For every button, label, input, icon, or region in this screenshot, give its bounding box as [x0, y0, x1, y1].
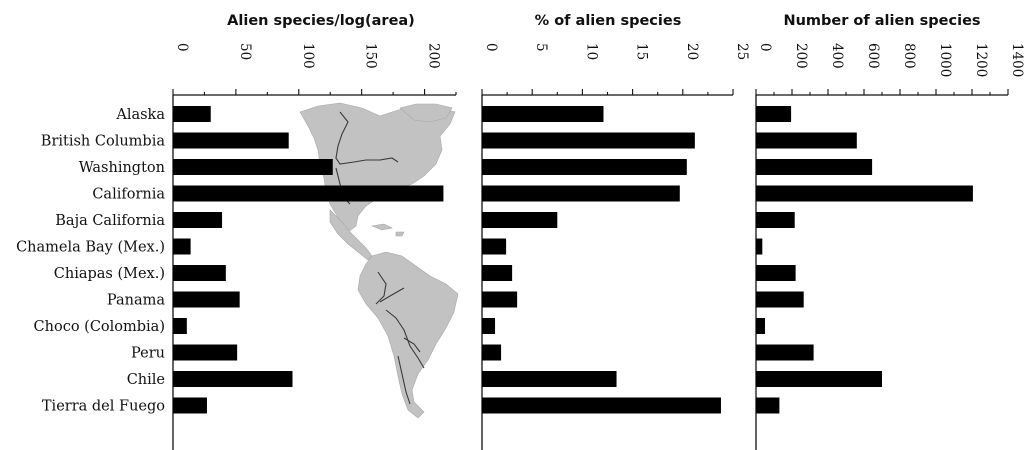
bar: [173, 106, 211, 122]
x-tick-label: 0: [174, 43, 190, 52]
category-label: Tierra del Fuego: [42, 399, 165, 415]
panel-title: Alien species/log(area): [227, 13, 415, 29]
bar: [173, 371, 293, 387]
bar: [756, 371, 882, 387]
category-label: California: [92, 187, 165, 203]
bar: [482, 212, 558, 228]
x-tick-label: 20: [684, 43, 700, 60]
category-label: Chamela Bay (Mex.): [16, 240, 165, 256]
bar: [756, 397, 780, 414]
x-tick-label: 5: [533, 43, 549, 52]
x-tick-label: 25: [734, 43, 750, 60]
category-label: British Columbia: [41, 134, 166, 150]
bar: [482, 185, 680, 202]
x-tick-label: 150: [363, 43, 379, 69]
category-label: Chiapas (Mex.): [54, 266, 165, 282]
x-tick-label: 200: [793, 43, 809, 69]
bar: [173, 318, 187, 334]
category-label: Baja California: [55, 213, 165, 229]
x-tick-label: 200: [426, 43, 442, 69]
category-label: Washington: [79, 160, 165, 176]
bar: [756, 291, 804, 308]
category-label: Peru: [131, 346, 165, 362]
x-tick-label: 600: [865, 43, 881, 69]
bar: [482, 265, 513, 281]
bar: [482, 371, 617, 387]
bar: [756, 344, 814, 361]
bar: [173, 212, 223, 228]
bar: [756, 318, 765, 334]
x-tick-label: 50: [237, 43, 253, 60]
x-tick-label: 1000: [937, 43, 953, 77]
panel-title: % of alien species: [535, 13, 682, 29]
bar: [482, 344, 502, 361]
bar: [173, 132, 289, 149]
category-label: Alaska: [115, 107, 165, 123]
bar: [482, 291, 518, 308]
bar: [173, 265, 226, 281]
bar: [173, 291, 240, 308]
bar: [173, 238, 191, 255]
category-label: Panama: [107, 293, 165, 309]
bar: [756, 212, 795, 228]
bar: [173, 185, 444, 202]
bar: [482, 132, 695, 149]
bar: [482, 397, 721, 414]
bar: [756, 106, 792, 122]
bar: [756, 238, 763, 255]
x-tick-label: 0: [483, 43, 499, 52]
americas-map-image: [299, 102, 459, 419]
bar: [482, 159, 687, 175]
category-label: Choco (Colombia): [34, 319, 165, 335]
x-tick-label: 1200: [973, 43, 989, 77]
bar: [756, 265, 796, 281]
x-tick-label: 0: [757, 43, 773, 52]
bar: [173, 397, 207, 414]
chart-labels: Alaska British Columbia Washington Californ…: [16, 13, 1024, 415]
x-tick-label: 10: [583, 43, 599, 60]
category-label: Chile: [127, 372, 165, 388]
bar: [482, 318, 496, 334]
bar: [482, 238, 507, 255]
panel-title: Number of alien species: [783, 13, 980, 29]
x-tick-label: 400: [829, 43, 845, 69]
chart-bars: [173, 106, 973, 414]
bar: [173, 159, 333, 175]
bar: [173, 344, 238, 361]
x-tick-label: 1400: [1009, 43, 1024, 77]
x-tick-label: 800: [901, 43, 917, 69]
x-tick-label: 100: [300, 43, 316, 69]
x-tick-label: 15: [634, 43, 650, 60]
bar: [482, 106, 604, 122]
bar: [756, 132, 857, 149]
bar: [756, 159, 873, 175]
bar: [756, 185, 973, 202]
